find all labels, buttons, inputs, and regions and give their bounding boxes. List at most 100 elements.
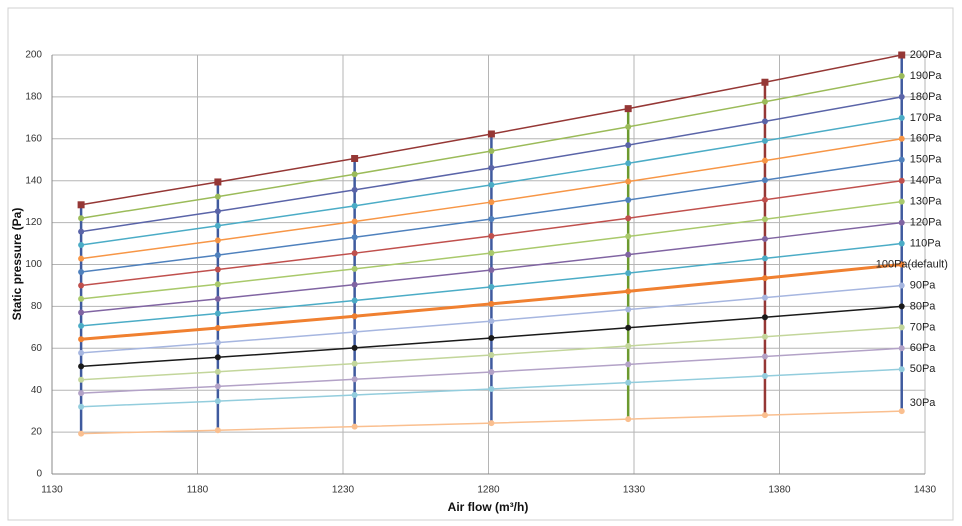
y-tick-label: 60 xyxy=(31,343,43,354)
marker xyxy=(761,118,768,125)
marker xyxy=(351,344,358,351)
marker xyxy=(488,420,495,427)
marker xyxy=(488,352,495,359)
marker xyxy=(214,383,221,390)
legend-label: 200Pa xyxy=(910,49,943,61)
marker xyxy=(898,345,905,352)
marker xyxy=(351,360,358,367)
marker xyxy=(351,376,358,383)
marker xyxy=(214,427,221,434)
marker xyxy=(351,218,358,225)
marker xyxy=(898,156,905,163)
marker xyxy=(214,354,221,361)
marker xyxy=(78,228,85,235)
y-tick-label: 180 xyxy=(25,92,42,103)
marker xyxy=(488,300,495,307)
marker xyxy=(351,423,358,430)
marker xyxy=(898,51,906,59)
marker xyxy=(488,335,495,342)
marker xyxy=(78,255,85,262)
marker xyxy=(488,385,495,392)
marker xyxy=(78,322,85,329)
marker xyxy=(78,242,85,249)
marker xyxy=(214,222,221,229)
marker xyxy=(214,237,221,244)
marker xyxy=(761,314,768,321)
y-tick-label: 0 xyxy=(36,469,42,480)
marker xyxy=(351,313,358,320)
marker xyxy=(761,157,768,164)
legend-label: 110Pa xyxy=(910,237,942,249)
marker xyxy=(761,333,768,340)
marker xyxy=(78,269,85,276)
marker xyxy=(78,282,85,289)
marker xyxy=(214,208,221,215)
marker xyxy=(625,142,632,149)
marker xyxy=(761,78,769,86)
marker xyxy=(898,135,905,142)
marker xyxy=(761,98,768,105)
legend-label: 120Pa xyxy=(910,217,943,229)
marker xyxy=(214,339,221,346)
marker xyxy=(625,324,632,331)
marker xyxy=(78,390,85,397)
x-tick-label: 1280 xyxy=(477,485,500,496)
legend-label: 70Pa xyxy=(910,321,937,333)
marker xyxy=(625,342,632,349)
marker xyxy=(898,408,905,415)
legend-label: 100Pa(default) xyxy=(876,258,948,270)
marker xyxy=(898,198,905,205)
marker xyxy=(624,105,632,113)
marker xyxy=(351,297,358,304)
marker xyxy=(488,233,495,240)
marker xyxy=(625,306,632,313)
marker xyxy=(625,123,632,130)
y-tick-label: 20 xyxy=(31,427,43,438)
marker xyxy=(625,233,632,240)
legend-label: 50Pa xyxy=(910,363,937,375)
marker xyxy=(761,137,768,144)
x-tick-label: 1430 xyxy=(914,485,937,496)
y-tick-label: 160 xyxy=(25,133,42,144)
marker xyxy=(488,199,495,206)
legend-label: 170Pa xyxy=(910,112,943,124)
marker xyxy=(351,202,358,209)
marker xyxy=(351,392,358,399)
marker xyxy=(761,353,768,360)
marker xyxy=(77,201,85,209)
marker xyxy=(625,215,632,222)
marker xyxy=(625,270,632,277)
legend-label: 190Pa xyxy=(910,70,943,82)
marker xyxy=(761,196,768,203)
marker xyxy=(761,177,768,184)
marker xyxy=(898,114,905,121)
marker xyxy=(625,361,632,368)
marker xyxy=(214,193,221,200)
marker xyxy=(761,235,768,242)
marker xyxy=(214,398,221,405)
x-tick-label: 1130 xyxy=(41,485,63,496)
legend-label: 160Pa xyxy=(910,133,943,145)
marker xyxy=(898,282,905,289)
marker xyxy=(214,178,222,186)
legend-label: 60Pa xyxy=(910,342,937,354)
marker xyxy=(351,234,358,241)
marker xyxy=(761,372,768,379)
marker xyxy=(898,324,905,331)
marker xyxy=(488,147,495,154)
legend-label: 150Pa xyxy=(910,154,943,166)
x-tick-label: 1330 xyxy=(623,485,646,496)
marker xyxy=(214,281,221,288)
marker xyxy=(761,412,768,419)
y-tick-label: 80 xyxy=(31,301,43,312)
marker xyxy=(761,255,768,262)
marker xyxy=(761,216,768,223)
marker xyxy=(351,186,358,193)
marker xyxy=(78,376,85,383)
marker xyxy=(898,303,905,310)
marker xyxy=(78,215,85,222)
marker xyxy=(625,196,632,203)
marker xyxy=(898,93,905,100)
marker xyxy=(214,310,221,317)
